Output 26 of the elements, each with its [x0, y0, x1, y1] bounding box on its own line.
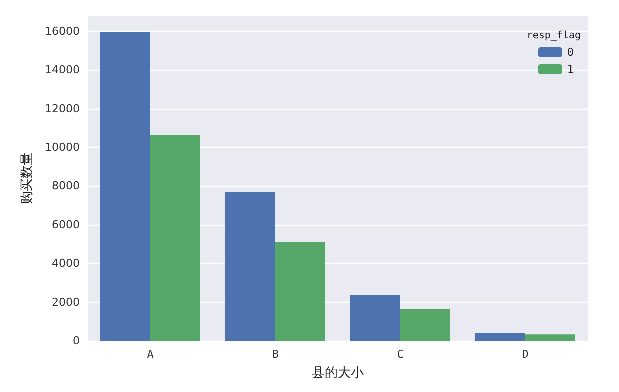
x-tick-label: B: [272, 348, 280, 361]
y-tick-label: 0: [73, 334, 80, 348]
bar: [150, 134, 200, 341]
y-tick-label: 16000: [45, 24, 80, 38]
y-axis-title: 购买数量: [20, 152, 36, 204]
y-tick-label: 2000: [52, 296, 80, 309]
y-tick-label: 4000: [52, 257, 80, 270]
y-tick-label: 10000: [45, 141, 80, 154]
legend-label: 0: [567, 46, 574, 59]
bar: [476, 333, 526, 341]
bar: [276, 242, 326, 341]
bar: [350, 296, 400, 341]
bar: [400, 309, 450, 341]
x-tick-label: D: [522, 348, 529, 361]
legend-label: 1: [567, 63, 574, 76]
y-tick-label: 14000: [45, 64, 80, 77]
y-tick-label: 6000: [52, 218, 80, 232]
y-tick-label: 12000: [45, 102, 80, 116]
x-tick-label: C: [397, 348, 404, 361]
bar: [100, 32, 150, 341]
bar: [526, 334, 576, 341]
x-axis-title: 县的大小: [312, 366, 364, 381]
legend-title: resp_flag: [526, 30, 582, 42]
bar: [226, 192, 276, 341]
y-tick-label: 8000: [52, 180, 80, 193]
x-tick-label: A: [147, 348, 154, 361]
